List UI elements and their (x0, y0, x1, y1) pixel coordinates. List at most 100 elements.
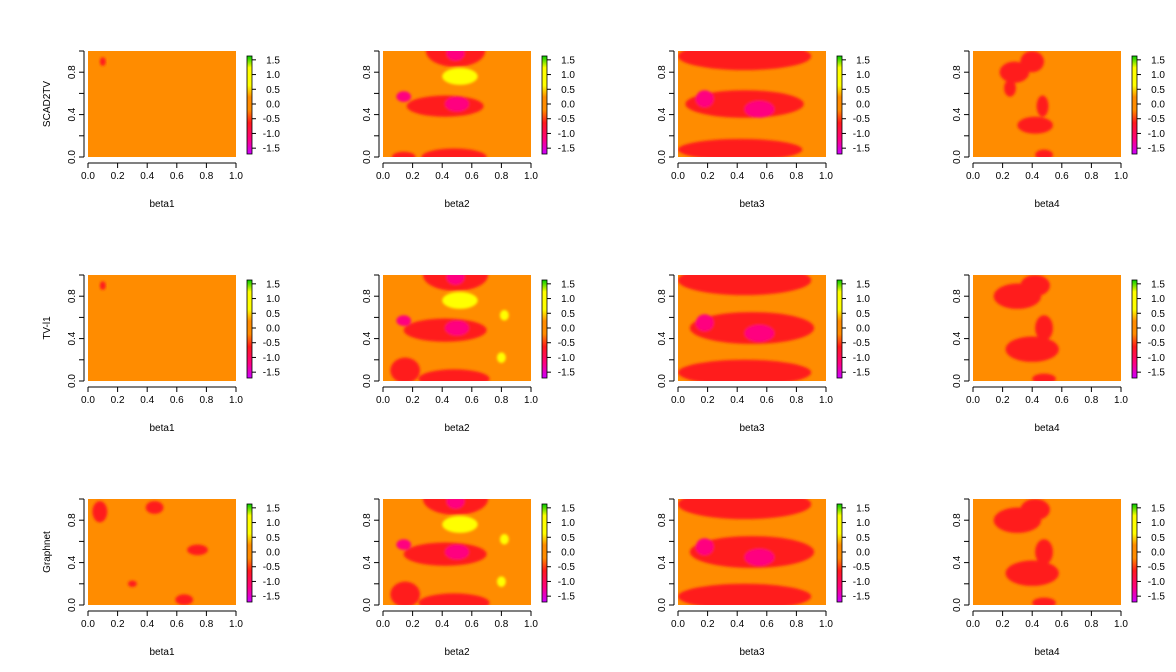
colorbar-tick-label: 1.5 (266, 279, 280, 290)
x-axis-label: beta4 (1034, 199, 1059, 210)
heatmap-region (442, 291, 478, 309)
y-tick-label: 0.0 (362, 150, 373, 164)
colorbar-tick-label: -1.5 (263, 144, 281, 155)
heatmap-panel-scad2tv-beta3: 0.0 0.2 0.4 0.6 0.8 1.0 beta3 0.0 0.4 0.8 1.5 1.0 0.… (657, 50, 871, 210)
heatmap-region (442, 67, 478, 85)
x-axis-label: beta2 (444, 647, 469, 658)
colorbar-tick-label: 1.5 (1151, 279, 1165, 290)
x-tick-label: 0.2 (701, 395, 715, 406)
colorbar-tick-label: -1.5 (263, 592, 281, 603)
y-tick-label: 0.8 (67, 289, 78, 303)
colorbar-tick-label: 0.0 (266, 100, 280, 111)
heatmap-region (403, 318, 487, 342)
heatmap-region (187, 544, 208, 556)
colorbar-tick-label: -1.0 (263, 129, 281, 140)
heatmap-region (1004, 79, 1016, 97)
heatmap-regions (390, 275, 509, 381)
colorbar-tick-label: -1.5 (558, 368, 576, 379)
x-tick-label: 0.0 (671, 395, 685, 406)
heatmap-region (744, 324, 775, 342)
colorbar-tick-label: -1.0 (558, 577, 576, 588)
x-tick-label: 0.6 (760, 395, 774, 406)
heatmap-region (499, 309, 509, 321)
x-tick-label: 0.8 (494, 395, 508, 406)
colorbar-tick-label: -0.5 (558, 338, 576, 349)
heatmap-background (88, 275, 236, 381)
heatmap-region (92, 501, 108, 523)
heatmap-region (1005, 336, 1059, 362)
x-tick-label: 1.0 (819, 171, 833, 182)
y-tick-label: 0.4 (952, 555, 963, 569)
y-tick-label: 0.0 (657, 374, 668, 388)
colorbar-tick-label: -1.0 (558, 353, 576, 364)
x-axis-label: beta2 (444, 423, 469, 434)
x-tick-label: 0.6 (170, 171, 184, 182)
colorbar-tick-label: 1.0 (561, 518, 575, 529)
colorbar-tick-label: 0.0 (266, 548, 280, 559)
colorbar-tick-label: -0.5 (853, 562, 871, 573)
x-tick-label: 0.2 (406, 171, 420, 182)
colorbar-tick-label: -0.5 (263, 114, 281, 125)
heatmap-region (127, 580, 137, 587)
heatmap-region (446, 51, 465, 61)
colorbar-tick-label: 0.0 (1151, 324, 1165, 335)
heatmap-region (390, 357, 420, 381)
y-tick-label: 0.4 (657, 555, 668, 569)
y-tick-label: 0.4 (362, 555, 373, 569)
x-tick-label: 0.0 (376, 395, 390, 406)
heatmap-panel-graphnet-beta4: 0.0 0.2 0.4 0.6 0.8 1.0 beta4 0.0 0.4 0.8 1.5 1.0 0.… (952, 498, 1166, 658)
x-tick-label: 0.6 (465, 171, 479, 182)
y-tick-label: 0.8 (657, 65, 668, 79)
heatmap-region (396, 91, 412, 102)
heatmap-region (396, 315, 412, 326)
heatmap-region (446, 499, 465, 509)
heatmap-panel-scad2tv-beta1: 0.0 0.2 0.4 0.6 0.8 1.0 beta1 0.0 0.4 0.8 1.5 1.0 0.… (67, 50, 281, 210)
heatmap-region (678, 499, 812, 520)
colorbar-tick-label: -0.5 (853, 114, 871, 125)
heatmap-region (695, 90, 714, 108)
heatmap-background (88, 499, 236, 605)
y-tick-label: 0.8 (952, 289, 963, 303)
colorbar (541, 55, 548, 155)
heatmap-region (1032, 373, 1056, 381)
heatmap-regions (99, 57, 106, 66)
y-tick-label: 0.0 (362, 374, 373, 388)
heatmap-region (418, 369, 490, 381)
colorbar-tick-label: 0.0 (856, 100, 870, 111)
colorbar-tick-label: -1.5 (853, 368, 871, 379)
colorbar-tick-label: -1.0 (1148, 577, 1166, 588)
heatmap-regions (678, 499, 815, 605)
heatmap-region (695, 314, 714, 332)
heatmap-region (403, 542, 487, 566)
y-tick-label: 0.0 (952, 374, 963, 388)
x-tick-label: 0.0 (376, 171, 390, 182)
heatmap-region (1020, 499, 1050, 521)
heatmap-panel-tv-l1-beta2: 0.0 0.2 0.4 0.6 0.8 1.0 beta2 0.0 0.4 0.8 1.5 1.0 0.… (362, 274, 576, 434)
heatmap-regions (92, 501, 208, 605)
y-tick-label: 0.0 (952, 150, 963, 164)
y-tick-label: 0.0 (67, 150, 78, 164)
colorbar-tick-label: -1.0 (1148, 129, 1166, 140)
x-axis-label: beta3 (739, 199, 764, 210)
heatmap-region (175, 594, 194, 605)
x-tick-label: 0.4 (730, 619, 744, 630)
colorbar-tick-label: 0.5 (561, 85, 575, 96)
x-tick-label: 1.0 (819, 395, 833, 406)
x-tick-label: 1.0 (524, 619, 538, 630)
colorbar-tick-label: 1.0 (1151, 294, 1165, 305)
x-tick-label: 0.2 (406, 395, 420, 406)
colorbar-tick-label: 1.0 (856, 294, 870, 305)
x-tick-label: 0.8 (1084, 619, 1098, 630)
y-tick-label: 0.8 (67, 65, 78, 79)
heatmap-region (1035, 315, 1053, 341)
colorbar-tick-label: 1.5 (561, 503, 575, 514)
colorbar-tick-label: 0.5 (1151, 533, 1165, 544)
heatmap-regions (999, 51, 1053, 157)
heatmap-region (446, 275, 465, 285)
colorbar-tick-label: 1.5 (561, 55, 575, 66)
x-tick-label: 1.0 (819, 619, 833, 630)
colorbar-tick-label: 1.5 (856, 503, 870, 514)
heatmap-region (678, 359, 812, 381)
heatmap-region (1032, 597, 1056, 605)
heatmap-region (425, 51, 486, 67)
